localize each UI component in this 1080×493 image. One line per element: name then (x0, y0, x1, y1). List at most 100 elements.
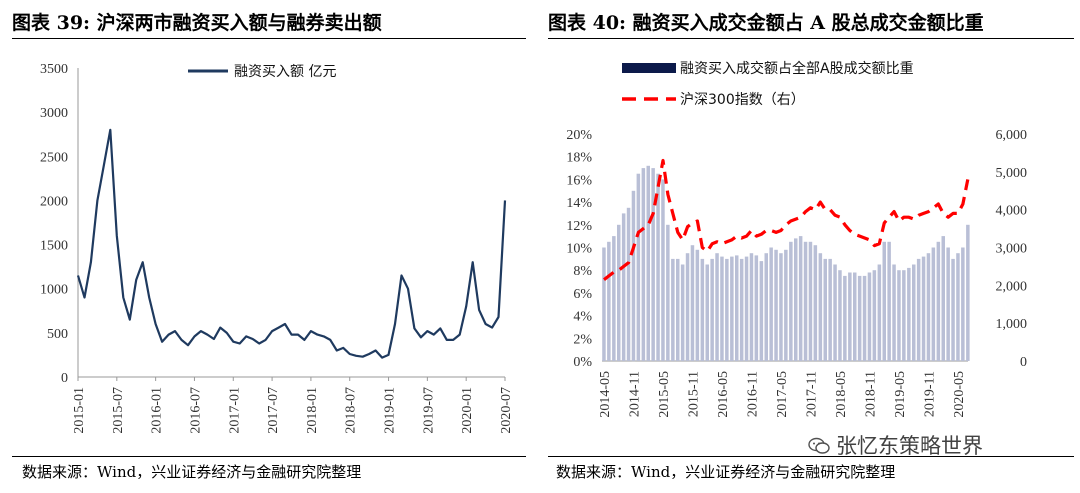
right-bar (715, 253, 719, 361)
right-x-tick-label: 2018-11 (864, 371, 879, 417)
right-y2-tick-label: 0 (1020, 355, 1027, 370)
left-x-tick-label: 2016-01 (150, 387, 165, 434)
right-y2-tick-label: 4,000 (996, 204, 1028, 219)
right-x-tick-label: 2016-05 (716, 371, 731, 418)
right-bar (779, 253, 783, 361)
left-title-rule (12, 38, 526, 39)
right-bar (803, 241, 808, 361)
right-bar (843, 275, 847, 361)
right-bar (813, 245, 818, 361)
right-chart-title: 图表 40: 融资买入成交金额占 A 股总成交金额比重 (548, 12, 984, 34)
right-bar (808, 241, 813, 361)
right-y2-tick-label: 1,000 (996, 317, 1028, 332)
right-bar (961, 247, 965, 361)
right-index-line (603, 158, 970, 281)
right-bar (887, 241, 891, 361)
right-bar (739, 258, 744, 361)
right-x-tick-label: 2015-05 (657, 371, 672, 418)
right-bar (602, 247, 606, 361)
right-bar (951, 258, 955, 361)
right-bar (798, 236, 803, 361)
left-series-line (76, 128, 507, 359)
right-bar (730, 256, 734, 361)
right-bar (744, 256, 749, 361)
left-x-tick-label: 2017-07 (266, 387, 281, 434)
right-bar (946, 247, 950, 361)
right-y-tick-label: 12% (566, 219, 592, 234)
right-bar (872, 270, 877, 361)
right-bar (680, 264, 685, 361)
right-y-tick-label: 20% (566, 128, 592, 143)
right-bar (690, 245, 695, 361)
left-y-tick-label: 2500 (40, 150, 68, 165)
right-bar (676, 258, 680, 361)
right-bar (877, 264, 882, 361)
right-y-tick-label: 10% (566, 242, 592, 257)
left-source-note: 数据来源：Wind，兴业证券经济与金融研究院整理 (22, 463, 362, 481)
left-y-tick-label: 0 (61, 371, 68, 386)
left-chart-title: 图表 39: 沪深两市融资买入额与融券卖出额 (12, 12, 382, 34)
right-bar (931, 247, 936, 361)
right-x-tick-label: 2017-11 (805, 371, 820, 417)
right-y-tick-label: 18% (566, 151, 592, 166)
right-legend-bar-swatch (622, 63, 676, 73)
right-bar (607, 241, 611, 361)
right-bar (867, 272, 872, 361)
right-y-tick-label: 6% (573, 287, 592, 302)
right-bar (700, 258, 705, 361)
left-x-tick-label: 2017-01 (227, 387, 242, 434)
left-y-tick-label: 1500 (40, 239, 68, 254)
right-y-tick-label: 14% (566, 196, 592, 211)
right-y-tick-label: 2% (573, 332, 592, 347)
right-x-tick-label: 2014-05 (598, 371, 613, 418)
left-y-tick-label: 1000 (40, 283, 68, 298)
right-bar (651, 168, 655, 361)
right-bar (759, 261, 764, 361)
right-bar (710, 258, 714, 361)
right-bar (838, 270, 842, 361)
right-bar (636, 173, 641, 361)
right-y2-tick-label: 6,000 (996, 128, 1028, 143)
left-y-tick-label: 3500 (40, 62, 68, 77)
left-x-tick-label: 2018-01 (305, 387, 320, 434)
right-bar (626, 207, 631, 361)
right-y-tick-label: 8% (573, 264, 592, 279)
right-bar (916, 258, 921, 361)
right-bar (862, 275, 867, 361)
wechat-icon (808, 437, 830, 454)
right-title-rule (548, 38, 1074, 39)
right-bar (646, 165, 650, 361)
right-bar (833, 264, 837, 361)
left-x-tick-label: 2016-07 (188, 387, 203, 434)
right-bar (656, 173, 660, 361)
watermark-text: 张忆东策略世界 (836, 434, 983, 458)
right-bar (897, 270, 901, 361)
right-bar (794, 238, 798, 361)
right-x-tick-label: 2015-11 (687, 371, 702, 417)
left-y-tick-label: 2000 (40, 194, 68, 209)
right-bar (907, 267, 911, 361)
right-bar (912, 264, 916, 361)
left-x-tick-label: 2020-07 (499, 387, 514, 434)
right-legend-bar-label: 融资买入成交额占全部A股成交额比重 (680, 60, 914, 77)
right-bar (921, 256, 926, 361)
right-bar (685, 253, 690, 361)
right-bar (848, 272, 852, 361)
right-source-rule (548, 456, 1074, 457)
right-source-note: 数据来源：Wind，兴业证券经济与金融研究院整理 (556, 463, 896, 481)
right-bar (612, 236, 616, 361)
right-bars (602, 165, 970, 362)
right-bar (936, 241, 941, 361)
right-bar (666, 224, 670, 361)
right-y-tick-label: 4% (573, 310, 592, 325)
right-y-tick-label: 0% (573, 355, 592, 370)
right-x-tick-label: 2016-11 (746, 371, 761, 417)
right-legend-line-label: 沪深300指数（右） (680, 92, 805, 108)
left-x-tick-label: 2015-01 (72, 387, 87, 434)
right-x-tick-label: 2019-11 (923, 371, 938, 417)
right-bar (966, 224, 970, 361)
right-y2-tick-label: 2,000 (996, 279, 1028, 294)
right-bar (705, 264, 709, 361)
